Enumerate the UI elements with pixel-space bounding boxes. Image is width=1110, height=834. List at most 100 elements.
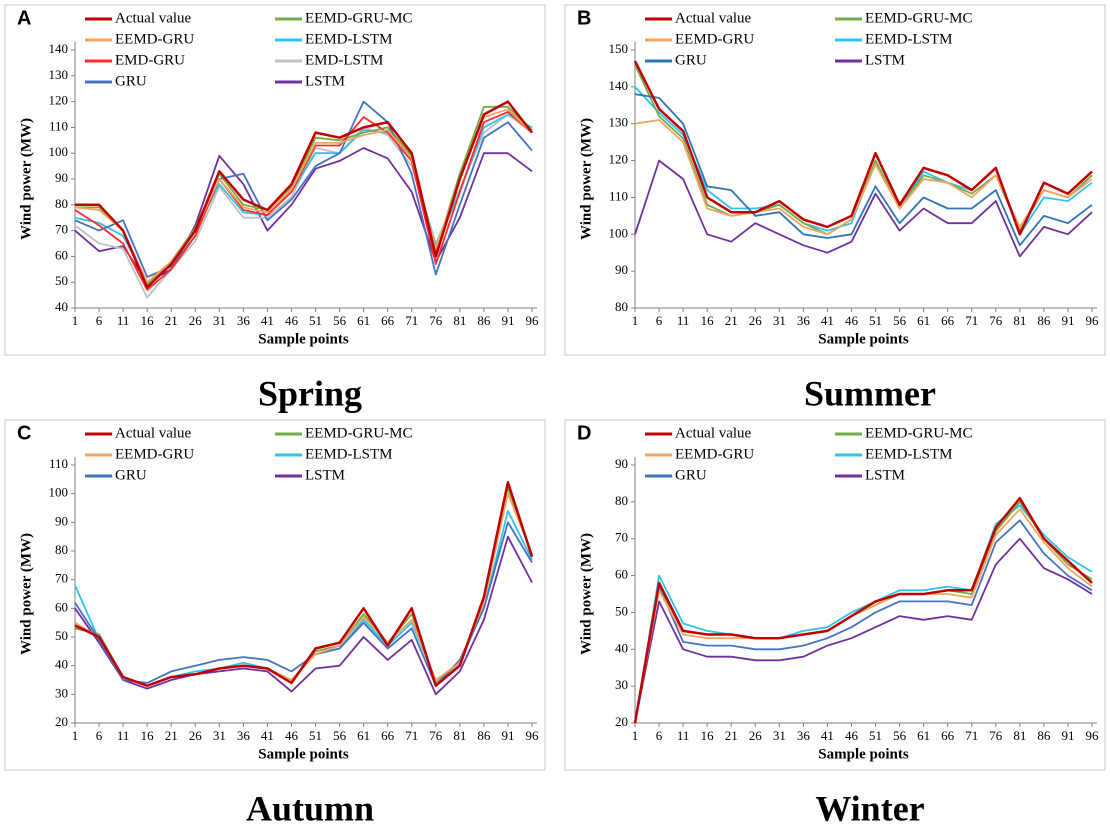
x-tick-label: 51 xyxy=(869,313,882,328)
y-tick-label: 80 xyxy=(615,299,628,314)
x-tick-label: 51 xyxy=(869,728,882,743)
panel-label: D xyxy=(577,422,591,444)
y-tick-label: 130 xyxy=(49,67,69,82)
series-line xyxy=(633,496,1093,724)
y-axis-label: Wind power (MW) xyxy=(578,118,594,240)
series-line xyxy=(74,100,533,278)
legend-label: EMD-LSTM xyxy=(305,52,383,68)
x-tick-label: 91 xyxy=(501,728,514,743)
x-tick-label: 71 xyxy=(965,313,978,328)
x-tick-label: 91 xyxy=(501,313,514,328)
series-line xyxy=(634,119,1093,236)
series-line xyxy=(634,159,1093,258)
x-tick-label: 26 xyxy=(749,728,763,743)
y-tick-label: 90 xyxy=(615,456,628,471)
y-tick-label: 120 xyxy=(609,152,629,167)
x-tick-label: 46 xyxy=(845,728,859,743)
x-axis-label: Sample points xyxy=(818,331,909,347)
series-line xyxy=(634,537,1093,724)
x-tick-label: 36 xyxy=(237,728,251,743)
x-tick-label: 51 xyxy=(309,313,322,328)
panel-frame xyxy=(564,419,1106,771)
x-tick-label: 66 xyxy=(381,728,395,743)
x-axis-label: Sample points xyxy=(258,331,349,347)
x-tick-label: 1 xyxy=(632,728,639,743)
panel-frame xyxy=(4,419,546,771)
x-tick-label: 61 xyxy=(917,728,930,743)
x-tick-label: 81 xyxy=(453,313,466,328)
y-tick-label: 70 xyxy=(55,222,68,237)
x-tick-label: 11 xyxy=(117,313,130,328)
x-tick-label: 81 xyxy=(453,728,466,743)
x-tick-label: 86 xyxy=(477,728,491,743)
x-tick-label: 81 xyxy=(1013,728,1026,743)
y-tick-label: 40 xyxy=(55,299,68,314)
x-tick-label: 46 xyxy=(285,313,299,328)
series-line xyxy=(634,519,1093,724)
y-tick-label: 40 xyxy=(55,657,68,672)
y-axis-label: Wind power (MW) xyxy=(578,533,594,655)
x-tick-label: 1 xyxy=(72,313,79,328)
y-tick-label: 50 xyxy=(615,603,628,618)
x-axis-label: Sample points xyxy=(258,746,349,762)
legend-label: Actual value xyxy=(675,425,752,441)
x-tick-label: 11 xyxy=(117,728,130,743)
x-tick-label: 81 xyxy=(1013,313,1026,328)
series-line xyxy=(74,111,533,291)
x-tick-label: 31 xyxy=(213,728,226,743)
x-tick-label: 76 xyxy=(429,313,443,328)
x-tick-label: 11 xyxy=(677,728,690,743)
x-tick-label: 6 xyxy=(96,728,103,743)
x-tick-label: 31 xyxy=(773,728,786,743)
series-line xyxy=(634,93,1093,247)
x-tick-label: 86 xyxy=(1037,728,1051,743)
y-tick-label: 20 xyxy=(55,714,68,729)
x-tick-label: 71 xyxy=(405,313,418,328)
legend-label: LSTM xyxy=(865,467,905,483)
y-tick-label: 60 xyxy=(55,247,68,262)
y-tick-label: 40 xyxy=(615,640,628,655)
x-tick-label: 16 xyxy=(701,313,715,328)
series-line xyxy=(634,504,1093,724)
series-line xyxy=(633,60,1093,236)
x-tick-label: 76 xyxy=(989,728,1003,743)
x-tick-label: 46 xyxy=(845,313,859,328)
series-line xyxy=(74,510,533,687)
series-line xyxy=(634,501,1093,724)
x-tick-label: 46 xyxy=(285,728,299,743)
panel-caption: Winter xyxy=(815,788,924,828)
panel-frame xyxy=(4,4,546,356)
x-tick-label: 61 xyxy=(357,728,370,743)
y-tick-label: 50 xyxy=(55,628,68,643)
y-tick-label: 70 xyxy=(615,530,628,545)
x-tick-label: 66 xyxy=(941,728,955,743)
x-tick-label: 61 xyxy=(917,313,930,328)
x-tick-label: 41 xyxy=(821,313,834,328)
x-tick-label: 36 xyxy=(797,313,811,328)
x-tick-label: 6 xyxy=(96,313,103,328)
legend-label: EEMD-GRU xyxy=(675,446,754,462)
x-tick-label: 11 xyxy=(677,313,690,328)
y-axis-label: Wind power (MW) xyxy=(18,533,34,655)
y-axis-label: Wind power (MW) xyxy=(18,118,34,240)
x-tick-label: 91 xyxy=(1061,728,1074,743)
y-tick-label: 60 xyxy=(615,567,628,582)
y-tick-label: 100 xyxy=(49,485,69,500)
y-tick-label: 110 xyxy=(49,118,68,133)
legend-label: GRU xyxy=(115,73,147,89)
legend-label: GRU xyxy=(675,467,707,483)
series-line xyxy=(75,100,533,289)
series-line xyxy=(74,480,534,687)
y-tick-label: 80 xyxy=(55,196,68,211)
x-tick-label: 41 xyxy=(821,728,834,743)
x-tick-label: 71 xyxy=(405,728,418,743)
y-tick-label: 60 xyxy=(55,599,68,614)
y-tick-label: 120 xyxy=(49,93,69,108)
x-tick-label: 1 xyxy=(632,313,639,328)
y-tick-label: 90 xyxy=(55,513,68,528)
y-tick-label: 90 xyxy=(615,262,628,277)
x-tick-label: 56 xyxy=(333,313,347,328)
